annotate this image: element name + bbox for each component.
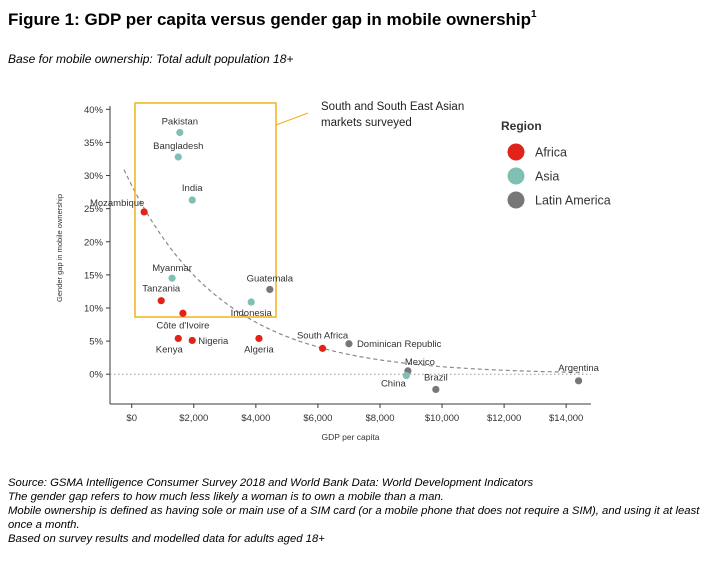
trendline [123, 169, 584, 374]
x-axis-title: GDP per capita [322, 432, 380, 442]
point-label: Algeria [244, 344, 274, 355]
point-label: India [182, 183, 203, 194]
data-point [432, 385, 440, 394]
legend-label: Africa [535, 146, 567, 160]
y-tick-label: 10% [84, 303, 104, 314]
annotation-text: markets surveyed [321, 117, 412, 129]
point-label: Dominican Republic [357, 339, 442, 350]
point-label: Pakistan [162, 116, 198, 127]
x-tick-label: $12,000 [487, 413, 521, 424]
point-label: Mozambique [90, 198, 144, 209]
data-point [402, 371, 410, 380]
x-tick-label: $10,000 [425, 413, 459, 424]
x-tick-label: $8,000 [365, 413, 394, 424]
figure-subtitle: Base for mobile ownership: Total adult p… [8, 52, 294, 66]
point-label: Myanmar [152, 263, 192, 274]
x-tick-label: $14,000 [549, 413, 583, 424]
data-point [179, 309, 187, 317]
point-label: Kenya [156, 344, 184, 355]
point-label: Côte d'Ivoire [156, 320, 209, 331]
footnotes: Source: GSMA Intelligence Consumer Surve… [8, 476, 720, 546]
footnote-ownership-definition: Mobile ownership is defined as having so… [8, 505, 700, 531]
scatter-chart: 0% 5% 10% 15% 20% 25% 30% 35% 40% $0 $2,000 $4,000 $… [55, 101, 611, 442]
data-point [574, 377, 583, 385]
point-label: Argentina [558, 363, 599, 374]
data-point [188, 196, 196, 204]
legend-label: Latin America [535, 194, 611, 208]
data-point [140, 208, 148, 216]
x-tick-label: $2,000 [179, 413, 208, 424]
data-point [188, 336, 196, 345]
x-tick-label: $4,000 [241, 413, 270, 424]
data-point [174, 334, 182, 343]
x-tick-label: $0 [126, 413, 137, 424]
data-point [247, 298, 255, 306]
point-label: South Africa [297, 330, 349, 341]
data-point [168, 274, 176, 282]
point-label: Nigeria [198, 336, 229, 347]
y-tick-label: 0% [89, 370, 103, 381]
data-point [345, 340, 353, 348]
figure-title-footnote-mark: 1 [531, 9, 537, 21]
point-label: Tanzania [142, 284, 181, 295]
y-tick-label: 25% [84, 204, 104, 215]
figure-title: Figure 1: GDP per capita versus gender g… [8, 9, 537, 30]
point-label: Mexico [405, 357, 435, 368]
data-point [174, 153, 182, 161]
annotation-text: South and South East Asian [321, 101, 464, 113]
highlight-box [134, 102, 277, 318]
footnote-gender-gap: The gender gap refers to how much less l… [8, 491, 444, 503]
legend-swatch [507, 143, 525, 161]
legend-swatch [507, 191, 525, 209]
legend-label: Asia [535, 170, 559, 184]
legend-title: Region [501, 119, 542, 133]
y-tick-label: 35% [84, 138, 104, 149]
point-label: Bangladesh [153, 141, 203, 152]
y-tick-label: 30% [84, 171, 104, 182]
data-point [266, 285, 274, 294]
data-point [318, 344, 327, 352]
annotation-leader-line [275, 112, 309, 126]
data-point [255, 334, 263, 343]
figure-title-text: Figure 1: GDP per capita versus gender g… [8, 10, 532, 29]
legend-swatch [507, 167, 525, 185]
point-label: Guatemala [247, 273, 294, 284]
data-point [176, 128, 184, 137]
data-point [157, 297, 165, 305]
y-tick-label: 5% [89, 337, 103, 348]
footnote-survey-base: Based on survey results and modelled dat… [8, 533, 325, 545]
footnote-source: Source: GSMA Intelligence Consumer Surve… [8, 477, 534, 489]
point-label: China [381, 379, 407, 390]
y-tick-label: 20% [84, 237, 104, 248]
x-tick-label: $6,000 [303, 413, 332, 424]
y-tick-label: 15% [84, 270, 104, 281]
point-label: Indonesia [231, 308, 273, 319]
point-label: Brazil [424, 372, 448, 383]
y-tick-label: 40% [84, 105, 104, 116]
y-axis-title: Gender gap in mobile ownership [55, 194, 64, 302]
